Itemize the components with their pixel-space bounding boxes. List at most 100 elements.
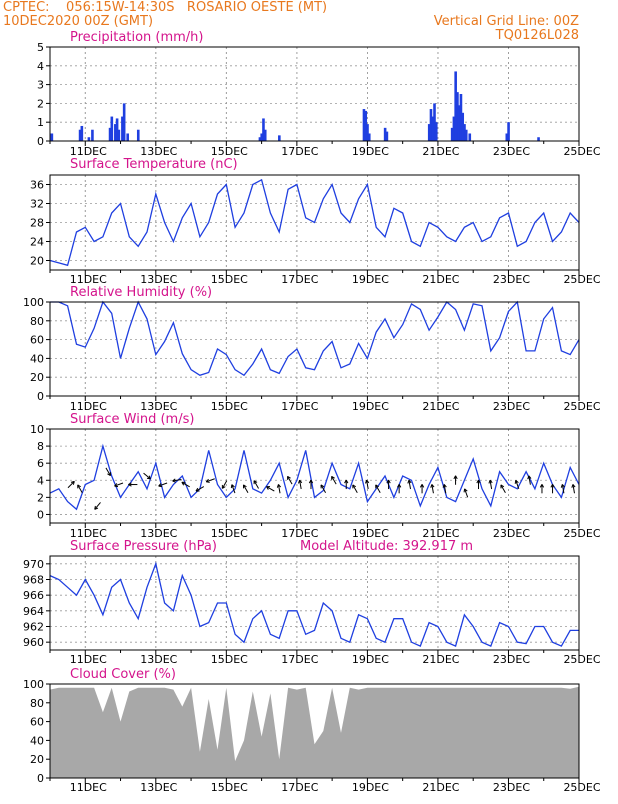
x-tick-label: 21DEC [422,653,459,666]
wind-arrow [267,487,275,492]
wind-arrow [540,484,543,493]
precip-bar [386,132,389,141]
y-tick-label: 964 [23,605,44,618]
wind-arrow [128,483,137,486]
panel-title: Surface Wind (m/s) [70,412,194,427]
panel-title: Cloud Cover (%) [70,667,176,682]
y-tick-label: 4 [37,474,44,487]
wind-arrow [298,480,301,489]
y-tick-label: 40 [30,352,44,365]
y-tick-label: 1 [37,116,44,129]
y-tick-label: 20 [30,255,44,268]
x-tick-label: 25DEC [563,781,600,794]
x-tick-label: 15DEC [211,273,248,286]
y-tick-label: 32 [30,198,44,211]
x-tick-label: 15DEC [211,781,248,794]
y-tick-label: 962 [23,621,44,634]
wind-arrow [277,484,280,493]
wind-arrow [78,485,83,493]
wind-arrow [572,484,575,493]
y-tick-label: 24 [30,236,44,249]
x-tick-label: 25DEC [563,527,600,540]
y-tick-label: 20 [30,371,44,384]
wind-arrow [477,480,480,489]
x-tick-label: 19DEC [352,653,389,666]
series-line [50,564,579,646]
wind-arrow [551,484,554,493]
x-tick-label: 25DEC [563,400,600,413]
x-tick-label: 15DEC [211,653,248,666]
y-tick-label: 100 [23,296,44,309]
y-tick-label: 0 [37,135,44,148]
x-tick-label: 23DEC [493,273,530,286]
x-tick-label: 19DEC [352,781,389,794]
wind-arrow [254,481,259,489]
x-tick-label: 11DEC [70,653,107,666]
wind-arrow [501,485,506,493]
precip-bar [468,133,471,141]
wind-arrow-head [147,478,150,479]
wind-arrow [243,485,248,493]
y-tick-label: 36 [30,179,44,192]
x-tick-label: 19DEC [352,145,389,158]
y-tick-label: 20 [30,753,44,766]
cloud-area [50,687,579,778]
y-tick-label: 2 [37,97,44,110]
wind-arrow [408,480,411,489]
y-tick-label: 3 [37,79,44,92]
header-line1-left: CPTEC: 056:15W-14:30S ROSARIO OESTE (MT) [3,0,327,15]
precip-bar [123,103,126,141]
precip-bar [465,130,468,141]
wind-arrow [206,479,214,483]
precip-bar [278,135,281,141]
wind-arrow [95,502,101,509]
y-tick-label: 4 [37,60,44,73]
x-tick-label: 21DEC [422,400,459,413]
header-line2-left: 10DEC2020 00Z (GMT) [3,14,153,29]
x-tick-label: 23DEC [493,781,530,794]
panel-title: Surface Pressure (hPa) [70,539,217,554]
precip-bar [81,126,84,141]
y-tick-label: 6 [37,457,44,470]
y-tick-label: 8 [37,440,44,453]
y-tick-label: 2 [37,491,44,504]
panel-title: Precipitation (mm/h) [70,30,203,45]
wind-arrow [159,483,167,487]
wind-arrow [68,481,74,487]
series-line [50,446,579,509]
wind-arrow [489,480,492,489]
wind-arrow [144,473,151,479]
y-tick-label: 60 [30,716,44,729]
precip-bar [51,133,54,141]
y-tick-label: 80 [30,315,44,328]
precip-bar [88,137,91,141]
precip-bar [435,122,438,141]
precip-bar [118,130,121,141]
y-tick-label: 60 [30,334,44,347]
x-tick-label: 25DEC [563,273,600,286]
x-tick-label: 11DEC [70,781,107,794]
panel-frame [50,429,579,523]
wind-arrow [365,480,368,489]
y-tick-label: 100 [23,678,44,691]
x-tick-label: 17DEC [281,273,318,286]
precip-bar [507,122,510,141]
x-tick-label: 25DEC [563,653,600,666]
x-tick-label: 21DEC [422,781,459,794]
y-tick-label: 968 [23,574,44,587]
y-tick-label: 0 [37,508,44,521]
y-tick-label: 966 [23,589,44,602]
x-tick-label: 23DEC [493,653,530,666]
y-tick-label: 0 [37,772,44,785]
x-tick-label: 13DEC [140,653,177,666]
y-tick-label: 80 [30,697,44,710]
x-tick-label: 21DEC [422,273,459,286]
y-tick-label: 5 [37,41,44,54]
panels: Precipitation (mm/h) 0 1 2 3 4 5 11DEC 13DEC 15DE… [23,30,601,794]
